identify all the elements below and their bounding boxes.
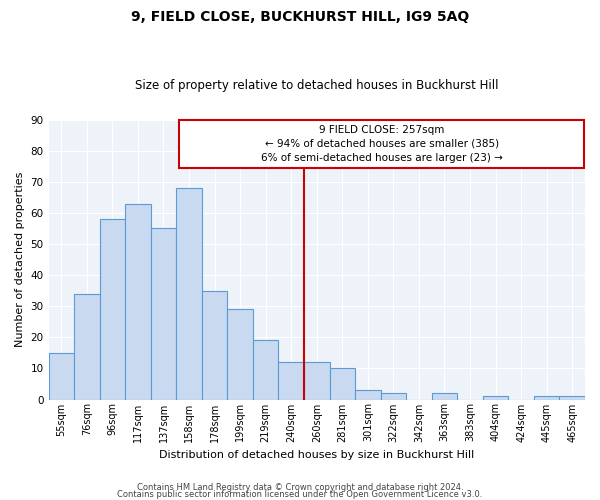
Bar	[432, 394, 457, 400]
Bar	[100, 219, 125, 400]
Bar	[151, 228, 176, 400]
Text: Contains public sector information licensed under the Open Government Licence v3: Contains public sector information licen…	[118, 490, 482, 499]
Bar	[74, 294, 100, 400]
Text: 9 FIELD CLOSE: 257sqm: 9 FIELD CLOSE: 257sqm	[319, 125, 445, 135]
Bar	[253, 340, 278, 400]
Bar	[304, 362, 329, 400]
Bar	[49, 353, 74, 400]
X-axis label: Distribution of detached houses by size in Buckhurst Hill: Distribution of detached houses by size …	[159, 450, 475, 460]
FancyBboxPatch shape	[179, 120, 584, 168]
Bar	[125, 204, 151, 400]
Text: ← 94% of detached houses are smaller (385): ← 94% of detached houses are smaller (38…	[265, 139, 499, 149]
Bar	[483, 396, 508, 400]
Bar	[380, 394, 406, 400]
Bar	[176, 188, 202, 400]
Text: Contains HM Land Registry data © Crown copyright and database right 2024.: Contains HM Land Registry data © Crown c…	[137, 484, 463, 492]
Text: 9, FIELD CLOSE, BUCKHURST HILL, IG9 5AQ: 9, FIELD CLOSE, BUCKHURST HILL, IG9 5AQ	[131, 10, 469, 24]
Bar	[355, 390, 380, 400]
Bar	[202, 290, 227, 400]
Bar	[278, 362, 304, 400]
Bar	[559, 396, 585, 400]
Y-axis label: Number of detached properties: Number of detached properties	[15, 172, 25, 347]
Bar	[329, 368, 355, 400]
Bar	[534, 396, 559, 400]
Bar	[227, 310, 253, 400]
Text: 6% of semi-detached houses are larger (23) →: 6% of semi-detached houses are larger (2…	[261, 152, 503, 162]
Title: Size of property relative to detached houses in Buckhurst Hill: Size of property relative to detached ho…	[135, 79, 499, 92]
